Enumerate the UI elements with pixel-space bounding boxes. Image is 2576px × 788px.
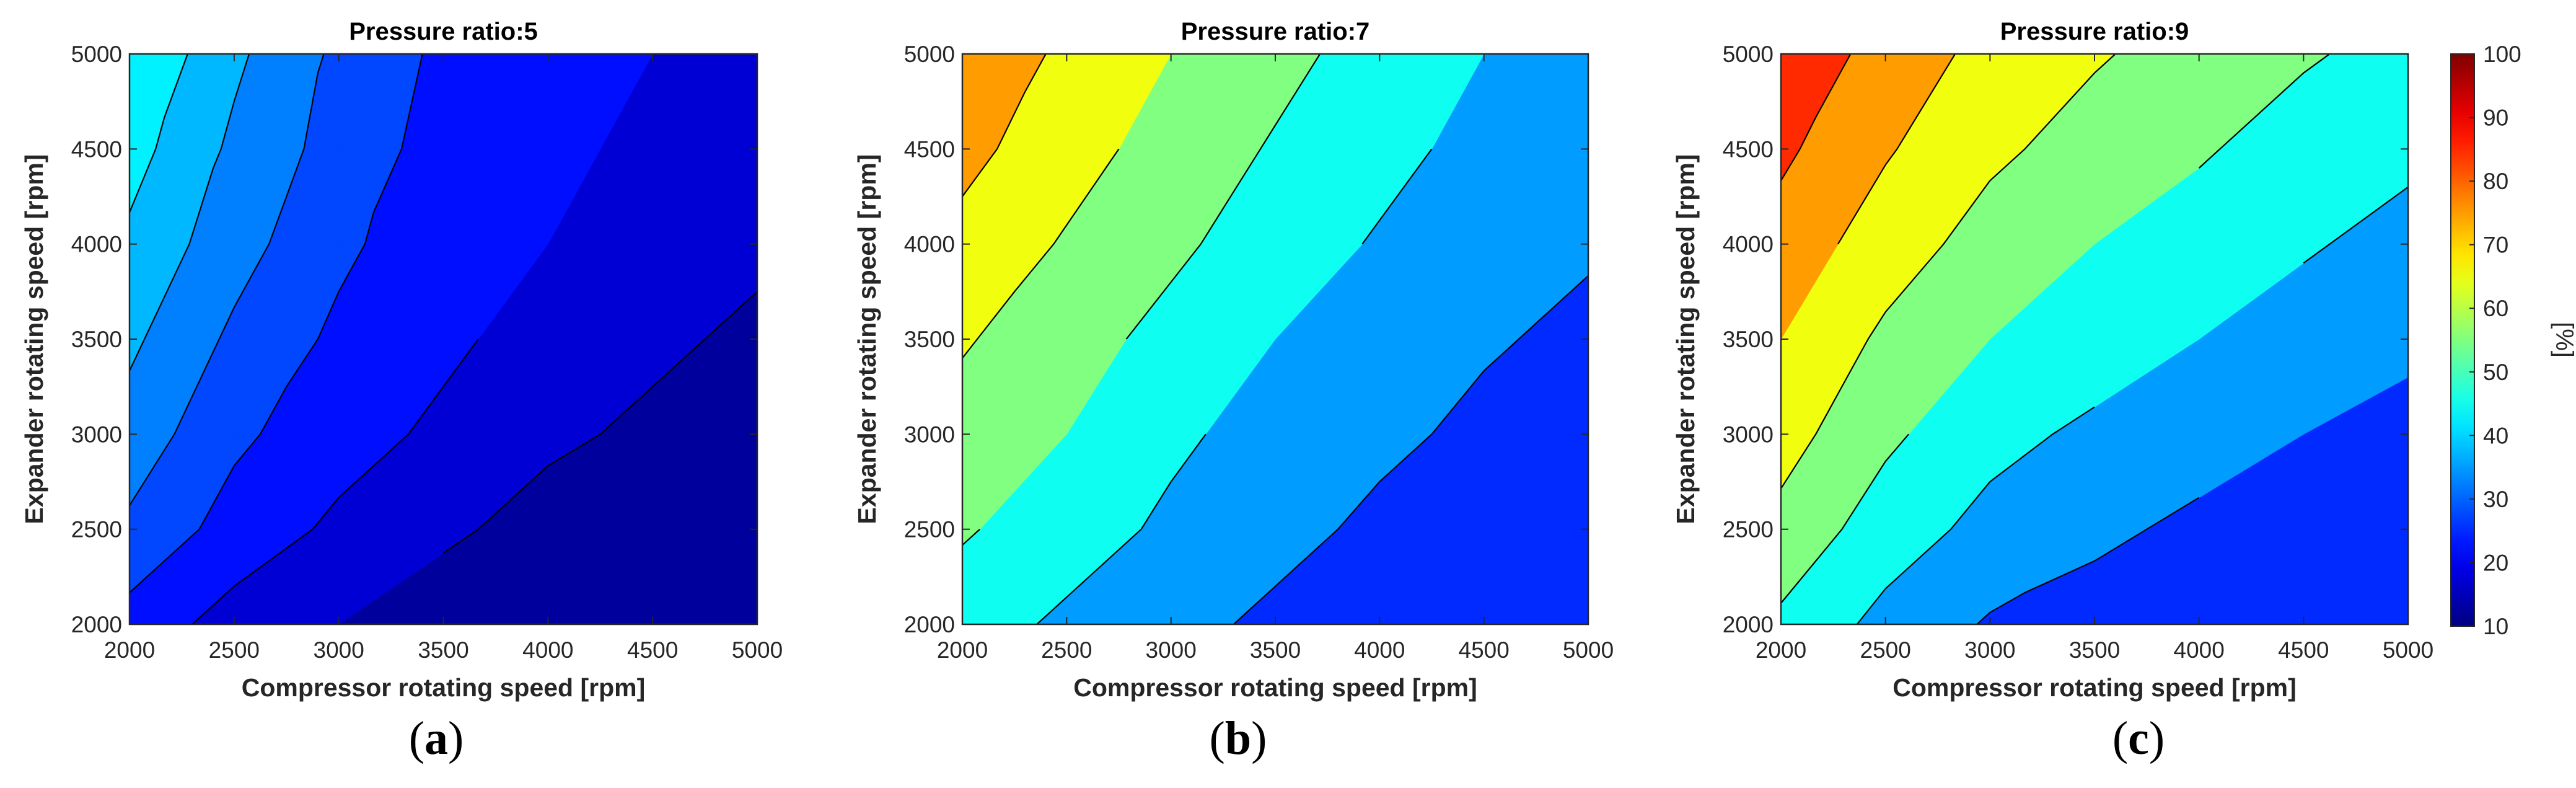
colorbar-tick-label: 60 [2483,296,2508,321]
contour-line-b-50 [962,54,1321,546]
panel-b: 2000 2500 3000 3500 4000 4500 5000 2000 2500 3000… [853,18,1614,702]
y-tick-label-c: 2500 [1723,517,1774,542]
x-tick-label-b: 3000 [1146,637,1197,663]
x-tick-label-b: 4500 [1459,637,1510,663]
contour-line-c-40 [1856,186,2408,624]
contour-line-b-30 [1233,275,1588,624]
contour-line-b-60 [962,148,1120,359]
contour-line-a-40 [130,54,188,213]
y-tick-label-b: 2500 [904,517,955,542]
panel-label-a: (a) [408,712,464,764]
x-tick-label-a: 3500 [418,637,468,663]
y-tick-label-c: 4500 [1723,136,1774,162]
x-tick-label-c: 3000 [1964,637,2015,663]
x-tick-label-b: 2500 [1041,637,1092,663]
x-tick-label-a: 4500 [627,637,678,663]
y-tick-label-b: 2000 [904,612,955,637]
contour-lines-b [962,54,1588,624]
y-tick-label-a: 3500 [71,327,122,352]
y-tick-label-a: 4000 [71,232,122,257]
colorbar-tick-label: 90 [2483,105,2508,131]
ylabel-a: Expander rotating speed [rpm] [20,154,48,525]
panel-label-c: (c) [2112,712,2165,764]
x-tick-label-c: 5000 [2383,637,2433,663]
y-tick-label-a: 2500 [71,517,122,542]
colorbar-tick-label: 100 [2483,42,2521,67]
colorbar-tick-label: 20 [2483,550,2508,575]
y-tick-label-c: 2000 [1723,612,1774,637]
colorbar-tick-label: 10 [2483,614,2508,639]
x-tick-label-c: 2500 [1860,637,1911,663]
colorbar-tick-label: 50 [2483,360,2508,385]
ylabel-c: Expander rotating speed [rpm] [1671,154,1700,525]
x-tick-label-c: 2000 [1756,637,1806,663]
contour-line-c-70 [1837,54,1956,245]
contour-line-a-25 [130,54,423,593]
contour-fills-c [1781,54,2408,624]
xlabel-b: Compressor rotating speed [rpm] [1073,673,1477,702]
x-tick-label-c: 4000 [2174,637,2225,663]
contour-fills-b [962,54,1588,624]
contour-line-c-30 [1976,497,2200,624]
title-c: Pressure ratio:9 [2000,18,2189,45]
colorbar-tick-label: 40 [2483,423,2508,448]
x-tick-label-c: 4500 [2278,637,2329,663]
colorbar-label: [%] [2551,322,2576,358]
x-tick-label-a: 2500 [209,637,260,663]
colorbar-gradient [2450,53,2475,627]
panel-c: 2000 2500 3000 3500 4000 4500 5000 2000 2500 3000… [1671,18,2433,702]
contour-line-a-35 [130,54,250,371]
contour-line-c-60 [1781,54,2116,489]
colorbar-tick-label: 70 [2483,232,2508,258]
contour-line-b-70 [962,54,1047,197]
title-a: Pressure ratio:5 [349,18,538,45]
x-tick-label-b: 2000 [937,637,988,663]
x-tick-label-c: 3500 [2069,637,2120,663]
colorbar: 10 20 30 40 50 60 70 80 90 100 [%] [2450,42,2576,639]
y-tick-label-b: 5000 [904,42,955,67]
contour-line-a-15 [442,291,757,554]
contour-line-b-40 [1036,148,1433,624]
contour-line-a-30 [130,54,325,506]
y-tick-label-c: 3000 [1723,422,1774,447]
y-tick-label-b: 4500 [904,136,955,162]
y-tick-label-c: 4000 [1723,232,1774,257]
y-tick-label-a: 3000 [71,422,122,447]
x-tick-label-a: 2000 [104,637,155,663]
contour-line-a-20 [191,339,479,624]
contour-lines-c [1781,54,2408,624]
y-tick-label-b: 3000 [904,422,955,447]
colorbar-tick-label: 30 [2483,487,2508,512]
y-tick-label-b: 3500 [904,327,955,352]
contour-line-c-80 [1781,54,1852,181]
panel-label-b: (b) [1209,712,1267,764]
x-tick-label-b: 4000 [1354,637,1405,663]
ylabel-b: Expander rotating speed [rpm] [853,154,881,525]
title-b: Pressure ratio:7 [1181,18,1370,45]
contour-fills-a [130,54,757,624]
y-tick-label-c: 5000 [1723,42,1774,67]
y-tick-label-b: 4000 [904,232,955,257]
xlabel-a: Compressor rotating speed [rpm] [242,673,646,702]
x-tick-label-b: 3500 [1250,637,1301,663]
y-tick-label-c: 3500 [1723,327,1774,352]
contour-line-c-50 [1781,54,2331,604]
panel-a: 2000 2500 3000 3500 4000 4500 5000 2000 2500 3000… [20,18,783,702]
contour-lines-a [130,54,757,624]
y-tick-label-a: 4500 [71,136,122,162]
y-tick-label-a: 5000 [71,42,122,67]
colorbar-tick-label: 80 [2483,169,2508,194]
x-tick-label-a: 4000 [522,637,573,663]
y-tick-label-a: 2000 [71,612,122,637]
xlabel-c: Compressor rotating speed [rpm] [1892,673,2297,702]
x-tick-label-b: 5000 [1563,637,1614,663]
x-tick-label-a: 5000 [732,637,783,663]
x-tick-label-a: 3000 [314,637,364,663]
